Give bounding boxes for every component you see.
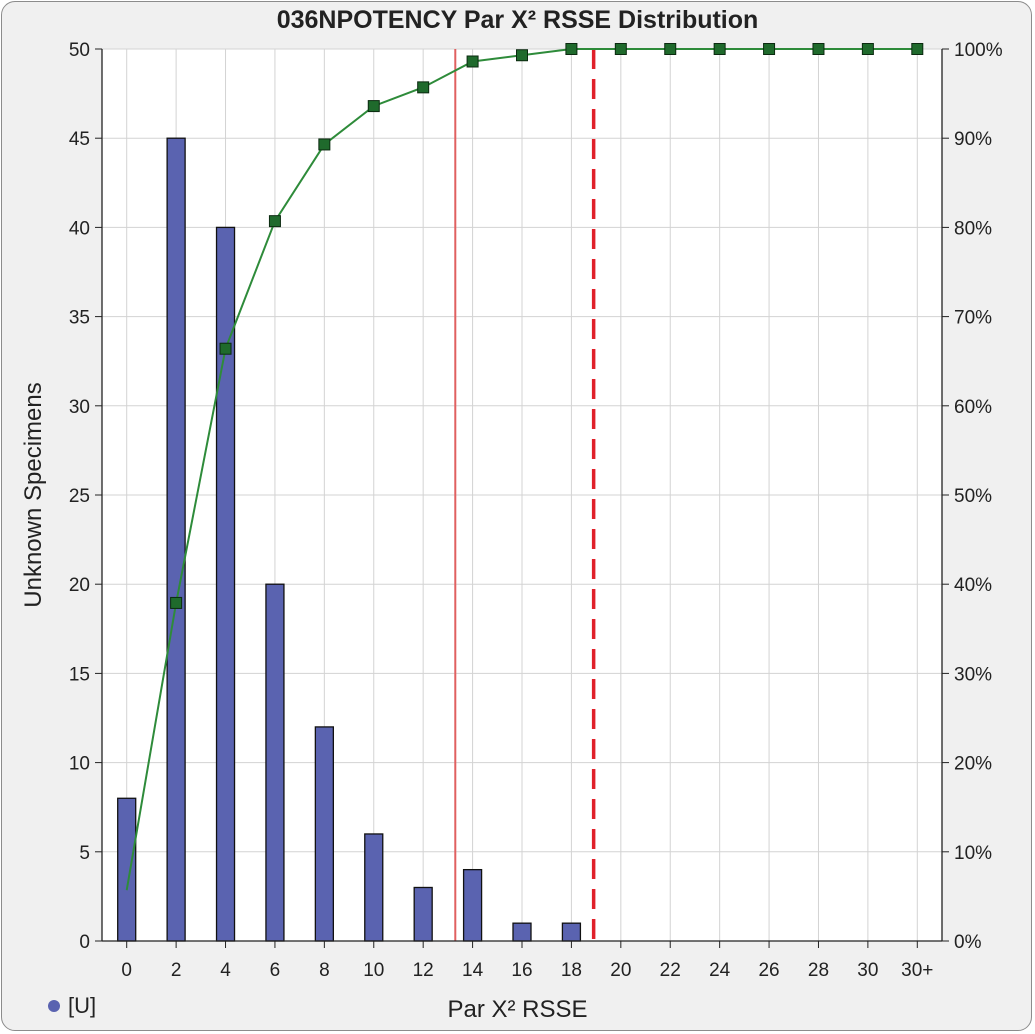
x-tick-label: 30+ <box>901 960 933 981</box>
x-tick-label: 8 <box>319 960 330 981</box>
y2-tick-label: 70% <box>954 308 992 329</box>
x-tick-label: 24 <box>709 960 731 981</box>
bar <box>265 583 285 942</box>
legend-label: [U] <box>68 993 97 1018</box>
cumulative-marker <box>861 43 874 55</box>
x-tick-label: 22 <box>660 960 681 981</box>
cumulative-marker <box>318 138 331 151</box>
cumulative-marker <box>713 43 726 55</box>
x-tick-label: 12 <box>413 960 434 981</box>
cumulative-marker <box>911 43 924 55</box>
y-tick-label: 40 <box>69 218 90 239</box>
x-tick-label: 18 <box>561 960 582 981</box>
x-tick-label: 16 <box>511 960 532 981</box>
bar <box>561 922 582 942</box>
y2-tick-label: 80% <box>954 218 992 239</box>
y2-tick-label: 30% <box>954 664 992 685</box>
cumulative-marker <box>565 43 578 55</box>
y2-tick-label: 20% <box>954 754 992 775</box>
y-tick-label: 30 <box>69 397 90 418</box>
chart-title: 036NPOTENCY Par X² RSSE Distribution <box>276 6 759 34</box>
x-tick-label: 6 <box>270 960 281 981</box>
cumulative-marker <box>268 215 281 228</box>
y2-tick-label: 10% <box>954 843 992 864</box>
x-tick-label: 14 <box>462 960 484 981</box>
y2-tick-label: 40% <box>954 575 992 596</box>
y2-tick-label: 0% <box>954 932 982 953</box>
cumulative-marker <box>170 596 183 609</box>
cumulative-marker <box>516 49 528 62</box>
x-tick-label: 10 <box>363 960 384 981</box>
y-tick-label: 15 <box>69 664 90 685</box>
cumulative-marker <box>466 55 479 68</box>
y-tick-label: 20 <box>69 575 90 596</box>
y2-tick-label: 100% <box>954 40 1003 61</box>
legend-marker-icon <box>48 1000 60 1012</box>
y-tick-label: 0 <box>79 932 90 953</box>
bar <box>512 922 532 942</box>
cumulative-marker <box>763 43 776 55</box>
x-tick-label: 26 <box>758 960 779 981</box>
y2-tick-label: 90% <box>954 129 992 150</box>
y-tick-label: 35 <box>69 308 90 329</box>
y2-tick-label: 50% <box>954 486 992 507</box>
cumulative-marker <box>367 100 380 113</box>
x-tick-label: 0 <box>121 960 132 981</box>
bar <box>117 797 137 942</box>
legend: [U] <box>48 990 96 1022</box>
bar <box>314 726 335 942</box>
cumulative-marker <box>812 43 825 55</box>
x-tick-label: 2 <box>171 960 182 981</box>
y-tick-label: 50 <box>69 40 90 61</box>
y2-tick-label: 60% <box>954 397 992 418</box>
cumulative-marker <box>417 81 430 94</box>
y-tick-label: 45 <box>69 129 90 150</box>
y-tick-label: 25 <box>69 486 90 507</box>
x-tick-label: 28 <box>808 960 829 981</box>
x-tick-label: 20 <box>610 960 631 981</box>
y-tick-label: 5 <box>79 843 90 864</box>
cumulative-marker <box>219 342 232 355</box>
y-tick-label: 10 <box>69 754 90 775</box>
bar <box>413 886 433 942</box>
bar <box>462 868 483 942</box>
bar <box>166 137 186 942</box>
x-tick-label: 4 <box>220 960 231 981</box>
cumulative-marker <box>614 43 627 55</box>
x-tick-label: 30 <box>857 960 878 981</box>
x-axis-label: Par X² RSSE <box>447 996 588 1023</box>
bar <box>364 833 384 942</box>
cumulative-marker <box>664 43 677 55</box>
y-axis-label: Unknown Specimens <box>20 382 47 608</box>
